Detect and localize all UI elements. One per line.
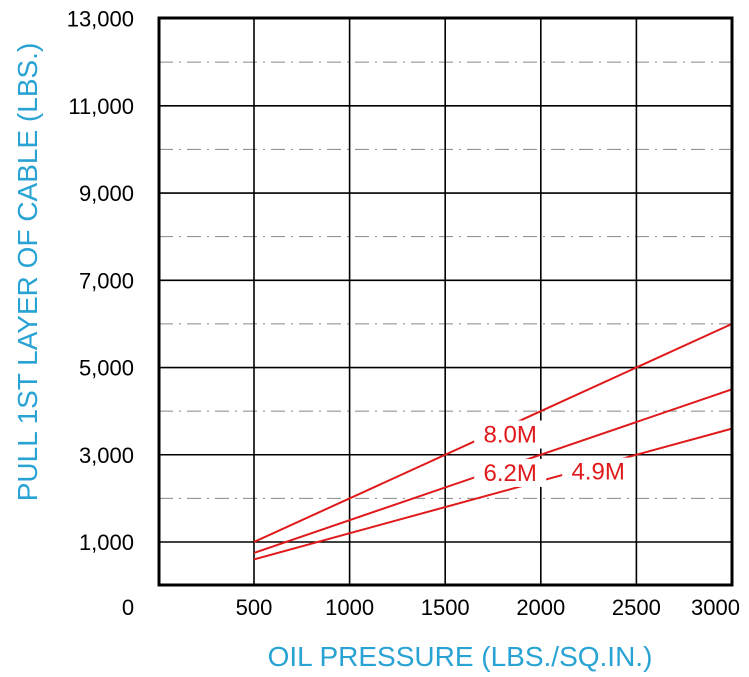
y-tick-labels: 1,000 3,000 5,000 7,000 9,000 11,000 13,000: [67, 7, 134, 555]
y-tick-label: 3,000: [79, 443, 134, 468]
y-axis-title: PULL 1ST LAYER OF CABLE (LBS.): [12, 43, 43, 502]
x-axis-title: OIL PRESSURE (LBS./SQ.IN.): [268, 641, 653, 672]
x-tick-label: 1500: [421, 595, 470, 620]
x-tick-label: 500: [236, 595, 273, 620]
x-tick-label: 2000: [516, 595, 565, 620]
y-tick-label: 11,000: [68, 94, 134, 119]
series-label: 6.2M: [484, 460, 537, 487]
series-label-background: [474, 458, 547, 487]
x-tick-labels: 500 1000 1500 2000 2500 3000: [236, 595, 740, 620]
y-tick-label: 1,000: [79, 530, 134, 555]
series-label-background: [474, 420, 547, 449]
x-tick-label: 2500: [612, 595, 661, 620]
plot-frame: [157, 16, 734, 587]
series-label: 4.9M: [571, 459, 624, 486]
x-tick-label: 3000: [691, 595, 740, 620]
y-tick-label: 7,000: [79, 268, 134, 293]
series-labels: 8.0M 6.2M 4.9M: [474, 420, 635, 487]
x-tick-label: 1000: [325, 595, 374, 620]
origin-tick-label: 0: [122, 595, 134, 620]
y-tick-label: 5,000: [79, 356, 134, 381]
y-tick-label: 13,000: [67, 7, 134, 32]
series-line: [253, 427, 733, 561]
series-label-background: [562, 457, 635, 486]
series-label: 8.0M: [484, 422, 537, 449]
major-gridlines: [159, 17, 733, 585]
y-tick-label: 9,000: [79, 181, 134, 206]
